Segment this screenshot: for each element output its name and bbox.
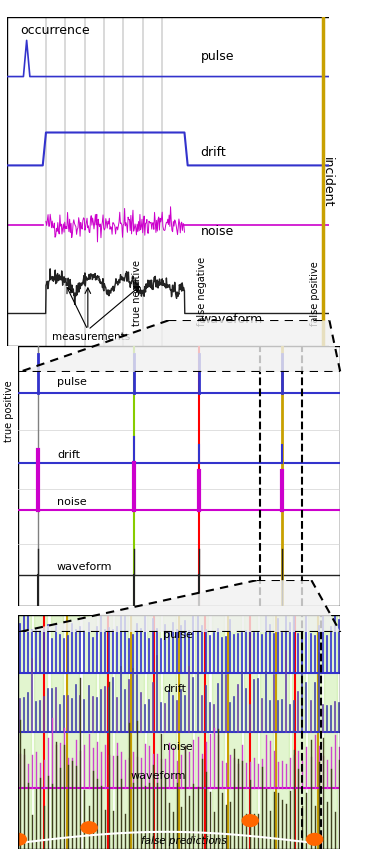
Text: drift: drift bbox=[163, 684, 186, 694]
Circle shape bbox=[81, 822, 97, 833]
Bar bbox=[244, 615, 257, 849]
Bar bbox=[51, 615, 63, 849]
Text: occurrence: occurrence bbox=[20, 23, 90, 36]
Circle shape bbox=[307, 833, 323, 845]
Text: drift: drift bbox=[57, 450, 80, 460]
Polygon shape bbox=[18, 580, 340, 632]
Text: incident: incident bbox=[321, 157, 334, 207]
Bar bbox=[260, 615, 273, 849]
Circle shape bbox=[242, 815, 258, 826]
Text: waveform: waveform bbox=[57, 562, 112, 572]
Text: true negative: true negative bbox=[132, 260, 142, 326]
Bar bbox=[324, 615, 337, 849]
Bar bbox=[83, 615, 96, 849]
Bar bbox=[163, 615, 176, 849]
Text: waveform: waveform bbox=[131, 771, 187, 780]
Bar bbox=[276, 615, 289, 849]
Text: pulse: pulse bbox=[163, 630, 193, 640]
Bar bbox=[67, 615, 79, 849]
Bar bbox=[99, 615, 112, 849]
Polygon shape bbox=[18, 320, 340, 372]
Bar bbox=[147, 615, 160, 849]
Text: false positive: false positive bbox=[310, 261, 320, 326]
Text: drift: drift bbox=[201, 145, 226, 158]
Bar bbox=[179, 615, 192, 849]
Circle shape bbox=[10, 833, 26, 845]
Bar bbox=[308, 615, 321, 849]
Text: noise: noise bbox=[163, 742, 193, 753]
FancyBboxPatch shape bbox=[18, 346, 340, 606]
Text: false negative: false negative bbox=[197, 256, 207, 326]
Bar bbox=[131, 615, 144, 849]
Bar bbox=[228, 615, 240, 849]
Text: measurements: measurements bbox=[52, 332, 131, 342]
Text: false predictions: false predictions bbox=[141, 836, 227, 846]
Text: pulse: pulse bbox=[201, 50, 234, 63]
Bar bbox=[212, 615, 224, 849]
Text: waveform: waveform bbox=[201, 313, 263, 326]
Text: pulse: pulse bbox=[57, 378, 87, 387]
Bar bbox=[195, 615, 208, 849]
Bar bbox=[115, 615, 128, 849]
Bar bbox=[292, 615, 305, 849]
Text: true positive: true positive bbox=[4, 380, 14, 443]
Bar bbox=[34, 615, 47, 849]
Text: noise: noise bbox=[57, 497, 87, 507]
Text: noise: noise bbox=[201, 224, 234, 237]
Bar bbox=[18, 615, 31, 849]
